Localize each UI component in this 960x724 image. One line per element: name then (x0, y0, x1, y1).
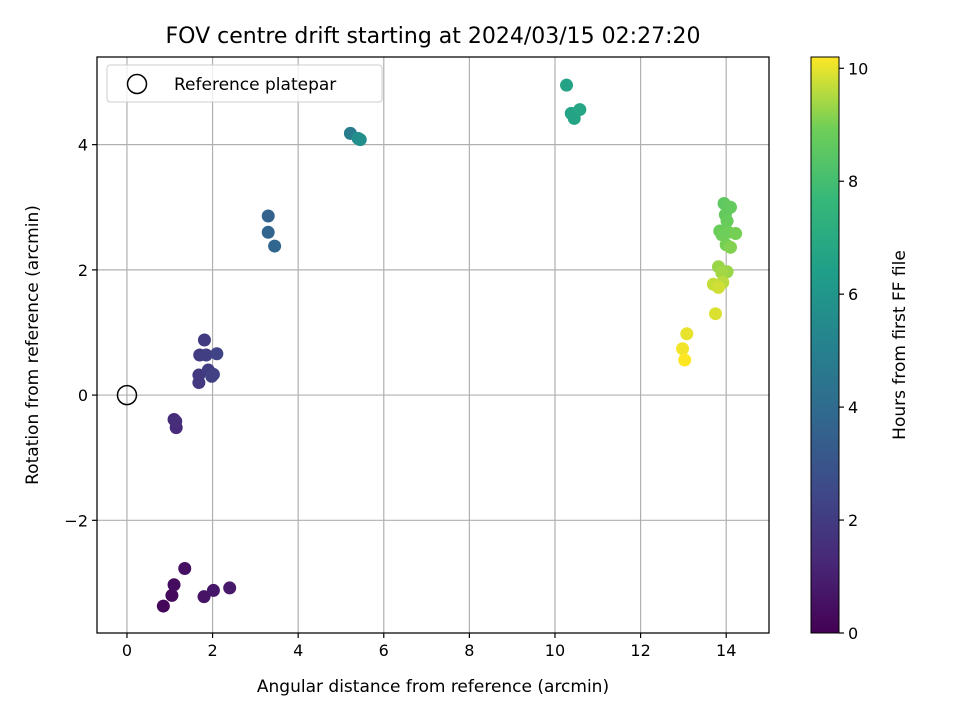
y-axis-label: Rotation from reference (arcmin) (23, 205, 43, 485)
y-tick-label: −2 (64, 511, 88, 530)
data-point (723, 240, 737, 254)
x-tick-label: 8 (464, 641, 474, 660)
data-point (169, 414, 183, 428)
colorbar-ticks: 0 2 4 6 8 10 (839, 59, 868, 643)
data-point (715, 266, 729, 280)
data-point (261, 209, 275, 223)
data-point (711, 280, 725, 294)
y-axis-ticks: −2 0 2 4 (64, 136, 97, 530)
colorbar: 0 2 4 6 8 10 Hours from first FF file (810, 56, 910, 643)
data-point (167, 578, 181, 592)
y-tick-label: 2 (78, 261, 88, 280)
x-tick-label: 12 (630, 641, 650, 660)
data-point (178, 562, 192, 576)
legend: Reference platepar (106, 64, 383, 103)
data-point (192, 376, 206, 390)
x-axis-ticks: 0 2 4 6 8 10 12 14 (122, 633, 736, 660)
data-point (206, 367, 220, 381)
grid-lines (97, 57, 769, 633)
data-points (156, 78, 743, 613)
data-point (573, 103, 587, 117)
data-point (261, 225, 275, 239)
data-point (268, 239, 282, 253)
colorbar-label: Hours from first FF file (890, 250, 910, 440)
data-point (678, 353, 692, 367)
colorbar-tick-label: 8 (848, 172, 858, 191)
data-point (210, 347, 224, 361)
legend-box (106, 64, 383, 103)
data-point (223, 581, 237, 595)
data-point (199, 348, 213, 362)
data-point (720, 214, 734, 228)
legend-label-reference: Reference platepar (174, 75, 336, 95)
chart-title: FOV centre drift starting at 2024/03/15 … (166, 24, 701, 49)
colorbar-tick-label: 10 (848, 59, 868, 78)
data-point (197, 590, 211, 604)
x-tick-label: 6 (379, 641, 389, 660)
y-tick-label: 4 (78, 136, 88, 155)
data-point (197, 333, 211, 347)
colorbar-gradient (810, 56, 840, 634)
colorbar-tick-label: 0 (848, 624, 858, 643)
data-point (729, 227, 743, 241)
x-tick-label: 0 (122, 641, 132, 660)
x-tick-label: 10 (545, 641, 565, 660)
x-tick-label: 14 (716, 641, 736, 660)
data-point (206, 583, 220, 597)
y-tick-label: 0 (78, 386, 88, 405)
data-point (353, 133, 367, 147)
x-tick-label: 2 (207, 641, 217, 660)
data-point (165, 588, 179, 602)
colorbar-tick-label: 6 (848, 285, 858, 304)
x-axis-label: Angular distance from reference (arcmin) (257, 677, 609, 697)
data-point (708, 307, 722, 321)
colorbar-tick-label: 2 (848, 511, 858, 530)
plot-frame (96, 56, 770, 634)
colorbar-tick-label: 4 (848, 398, 858, 417)
legend-open-circle-marker (126, 73, 148, 95)
data-point (676, 342, 690, 356)
data-point (156, 599, 170, 613)
data-point (680, 327, 694, 341)
reference-point-marker (116, 384, 138, 406)
x-tick-label: 4 (293, 641, 303, 660)
data-point (560, 78, 574, 92)
